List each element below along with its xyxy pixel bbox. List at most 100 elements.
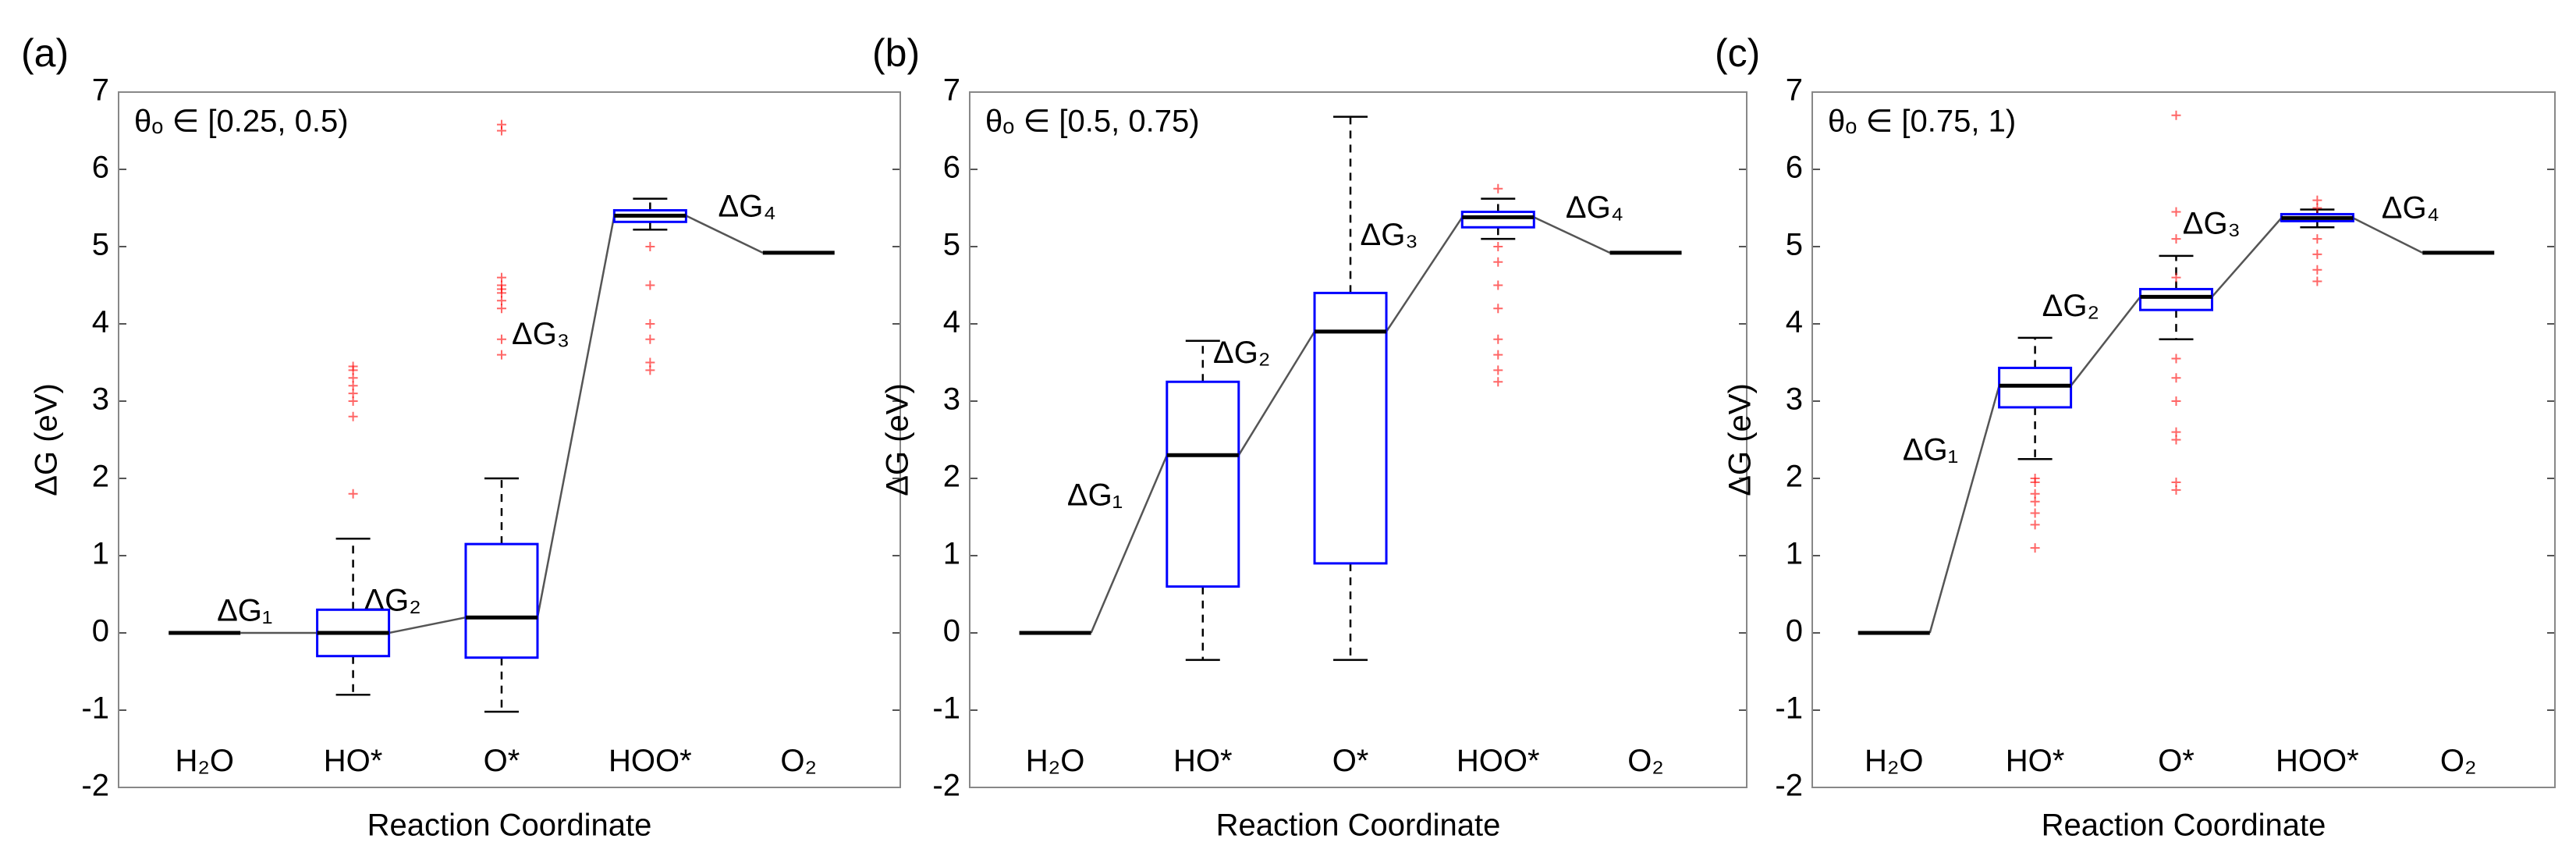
annotation: θₒ ∈ [0.75, 1): [1828, 105, 2016, 139]
connector: [1928, 385, 2000, 634]
category-label: O₂: [780, 744, 817, 778]
step-label: ΔG₁: [217, 594, 272, 628]
outlier: [2312, 249, 2322, 259]
outlier: [645, 319, 655, 329]
y-axis-label: ΔG (eV): [30, 383, 64, 496]
y-tick-label: 7: [1786, 73, 1803, 108]
panel: (b) θₒ ∈ [0.5, 0.75) Reaction Coordinate ΔG…: [872, 31, 1747, 843]
outlier: [2171, 396, 2181, 406]
outlier: [496, 334, 506, 344]
step-label: ΔG₃: [2183, 206, 2241, 240]
category-label: H₂O: [1865, 744, 1924, 778]
category-label: H₂O: [1026, 744, 1085, 778]
box: [464, 542, 539, 659]
outlier: [2171, 477, 2181, 487]
x-axis-label: Reaction Coordinate: [2042, 808, 2326, 843]
outlier: [2171, 373, 2181, 383]
outlier: [1493, 183, 1503, 194]
y-tick-label: 2: [1786, 460, 1803, 494]
outlier: [1493, 280, 1503, 290]
y-tick-label: -2: [932, 769, 960, 803]
outlier: [2171, 354, 2181, 364]
category-label: HO*: [1173, 744, 1233, 778]
category-label: O*: [484, 744, 520, 778]
step-label: ΔG₃: [512, 317, 569, 351]
outlier: [2171, 427, 2181, 437]
annotation: θₒ ∈ [0.25, 0.5): [134, 105, 349, 139]
x-axis-label: Reaction Coordinate: [1216, 808, 1501, 843]
y-tick-label: 3: [943, 382, 960, 417]
y-tick-label: 1: [943, 537, 960, 571]
outlier: [2030, 489, 2040, 499]
connector: [1385, 216, 1464, 332]
outlier: [496, 272, 506, 283]
y-tick-label: -2: [81, 769, 109, 803]
y-tick-label: -1: [81, 691, 109, 726]
box: [1313, 291, 1388, 565]
connector: [1533, 216, 1611, 254]
connector: [2070, 296, 2141, 386]
outlier: [1493, 242, 1503, 251]
outlier: [645, 280, 655, 290]
outlier: [2030, 543, 2040, 553]
connector: [1090, 454, 1168, 634]
outlier: [645, 242, 655, 251]
outlier: [348, 489, 358, 499]
category-label: HO*: [324, 744, 383, 778]
outlier: [1493, 365, 1503, 375]
step-label: ΔG₄: [1566, 190, 1623, 225]
outlier: [348, 411, 358, 421]
box: [1460, 210, 1535, 229]
y-tick-label: 5: [1786, 228, 1803, 262]
panel: (a) θₒ ∈ [0.25, 0.5) Reaction Coordinate ΔG…: [21, 31, 901, 843]
panel-label: (b): [872, 31, 920, 75]
outlier: [645, 334, 655, 344]
y-tick-label: 3: [1786, 382, 1803, 417]
category-label: O*: [2158, 744, 2195, 778]
y-tick-label: 7: [92, 73, 109, 108]
y-tick-label: 1: [92, 537, 109, 571]
outlier: [2312, 265, 2322, 275]
outlier: [2171, 234, 2181, 244]
y-tick-label: -1: [1775, 691, 1803, 726]
outlier: [2171, 207, 2181, 217]
y-tick-label: 4: [1786, 305, 1803, 339]
outlier: [348, 361, 358, 371]
axes-frame: [1811, 91, 2556, 788]
outlier: [2171, 110, 2181, 120]
connector: [536, 215, 616, 618]
step-label: ΔG₄: [719, 190, 776, 224]
step-label: ΔG₃: [1361, 218, 1418, 252]
y-tick-label: 4: [943, 305, 960, 339]
outlier: [2171, 272, 2181, 283]
step-label: ΔG₁: [1903, 433, 1958, 467]
y-tick-label: 7: [943, 73, 960, 108]
y-tick-label: 0: [943, 614, 960, 649]
box: [1166, 380, 1240, 588]
outlier: [1493, 334, 1503, 344]
outlier: [1493, 350, 1503, 360]
outlier: [2030, 508, 2040, 518]
annotation: θₒ ∈ [0.5, 0.75): [985, 105, 1200, 139]
outlier: [1493, 257, 1503, 267]
box: [2138, 287, 2213, 311]
y-axis-label: ΔG (eV): [881, 383, 915, 496]
y-tick-label: 5: [943, 228, 960, 262]
category-label: HO*: [2006, 744, 2065, 778]
y-tick-label: 1: [1786, 537, 1803, 571]
y-tick-label: 5: [92, 228, 109, 262]
outlier: [496, 119, 506, 130]
panel: (c) θₒ ∈ [0.75, 1) Reaction Coordinate ΔG (…: [1715, 31, 2556, 843]
outlier: [2312, 234, 2322, 244]
step-label: ΔG₁: [1067, 478, 1123, 513]
y-axis-label: ΔG (eV): [1723, 383, 1758, 496]
y-tick-label: 4: [92, 305, 109, 339]
outlier: [645, 357, 655, 368]
y-tick-label: 0: [92, 614, 109, 649]
outlier: [1493, 377, 1503, 387]
step-label: ΔG₄: [2382, 191, 2439, 226]
connector: [2352, 217, 2423, 254]
connector: [685, 215, 764, 254]
outlier: [2312, 195, 2322, 205]
